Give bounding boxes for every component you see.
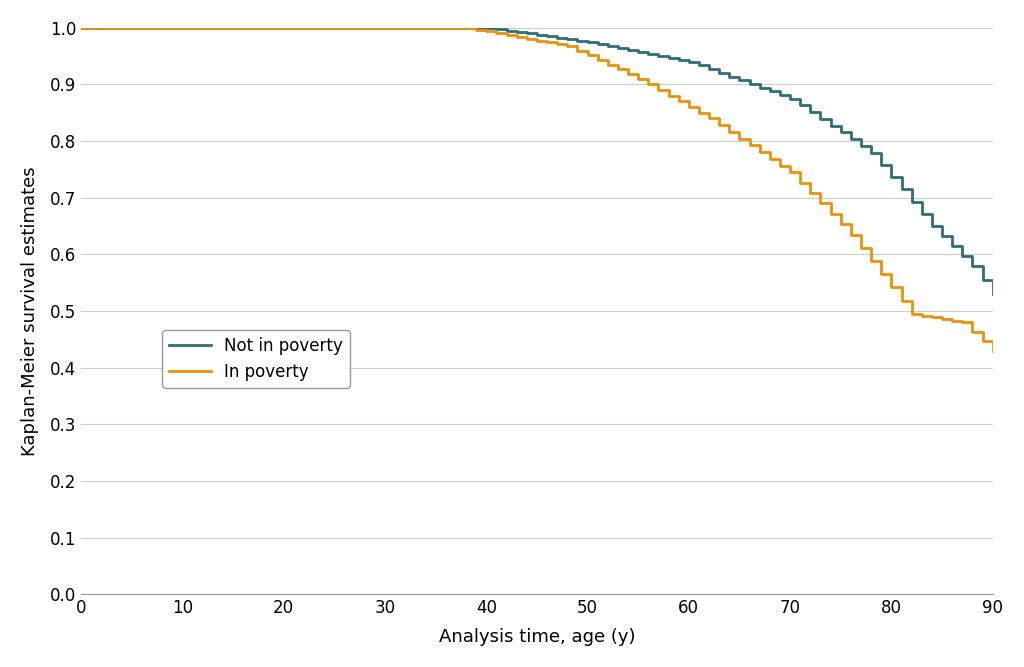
Y-axis label: Kaplan-Meier survival estimates: Kaplan-Meier survival estimates — [20, 166, 39, 456]
Legend: Not in poverty, In poverty: Not in poverty, In poverty — [163, 330, 349, 388]
X-axis label: Analysis time, age (y): Analysis time, age (y) — [438, 628, 635, 646]
